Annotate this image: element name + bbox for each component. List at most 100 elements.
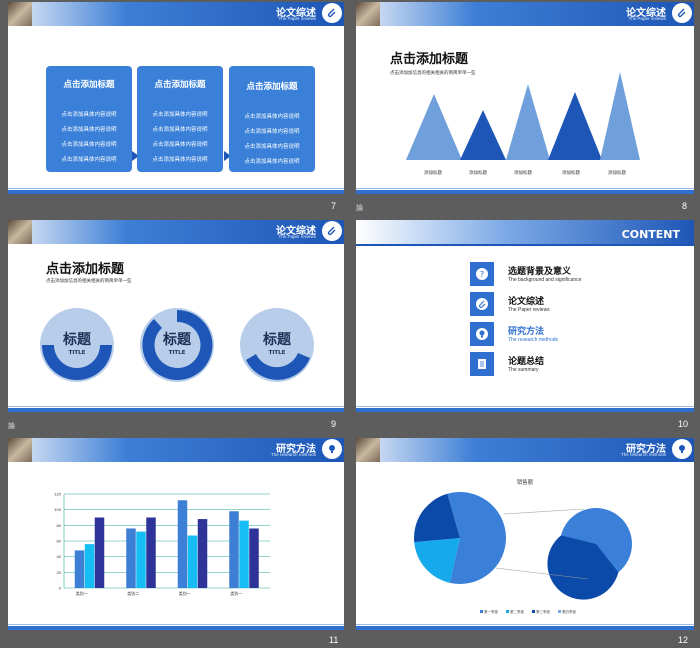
- triangle-5: [600, 72, 640, 160]
- toc-item-subtitle: The Paper reviews: [508, 307, 550, 313]
- slide-footer-bar: [8, 624, 344, 630]
- slide-footer-bar: [8, 406, 344, 412]
- bar: [94, 517, 105, 588]
- y-tick-label: 100: [54, 507, 61, 512]
- y-tick-label: 0: [59, 586, 62, 591]
- slide-7[interactable]: 论文综述 The Paper reviews 点击添加标题 点击添加具体内容说明…: [8, 2, 344, 194]
- content-box-1: 点击添加标题 点击添加具体内容说明 点击添加具体内容说明 点击添加具体内容说明 …: [46, 66, 132, 172]
- bar-chart: 0 20 40 60 80 100 120 类别一 类别二 类别一 类别一: [54, 492, 270, 596]
- box-line: 点击添加具体内容说明: [152, 157, 208, 163]
- legend-swatch: [558, 610, 561, 613]
- arrow-right-icon: [224, 151, 231, 161]
- paperclip-icon: [322, 221, 342, 241]
- lightbulb-icon: [322, 439, 342, 459]
- question-icon: ?: [470, 262, 494, 286]
- progress-circle-3: 标题 TITLE: [240, 308, 314, 382]
- slide-footer-bar: [356, 624, 694, 630]
- y-tick-label: 20: [57, 570, 62, 575]
- lightbulb-icon: [672, 439, 692, 459]
- page-number: 11: [329, 635, 339, 645]
- box-title: 点击添加标题: [154, 80, 206, 90]
- toc-item-title: 论题总结: [508, 357, 545, 367]
- circle-fill: [42, 345, 112, 380]
- bar: [146, 517, 156, 588]
- toc-item-title: 研究方法: [508, 327, 545, 337]
- arrow-right-icon: [132, 151, 139, 161]
- page-number: 8: [682, 201, 688, 211]
- header-photo: [8, 438, 32, 462]
- bar: [84, 544, 95, 588]
- secondary-pie-slice: [547, 535, 619, 600]
- y-tick-label: 40: [57, 554, 62, 559]
- header-title: 研究方法: [626, 444, 666, 455]
- y-tick-label: 80: [57, 523, 62, 528]
- paperclip-icon: [672, 3, 692, 23]
- document-icon: [470, 352, 494, 376]
- slide-12[interactable]: 研究方法 The research methods 销售额 第一季度 第二季度 第三季…: [356, 438, 694, 630]
- lightbulb-icon: [470, 322, 494, 346]
- content-header: CONTENT: [356, 220, 694, 244]
- box-title: 点击添加标题: [63, 80, 115, 90]
- triangle-2: [460, 110, 506, 160]
- bar: [126, 528, 136, 588]
- circle-title: 标题: [63, 332, 91, 348]
- header-subtitle: The Paper reviews: [278, 16, 316, 21]
- header-title: 论文综述: [276, 226, 316, 237]
- circle-subtitle: TITLE: [68, 350, 86, 356]
- page-number: 10: [678, 419, 689, 429]
- header-subtitle: The Paper reviews: [278, 234, 316, 239]
- toc-item-title: 选题背景及意义: [508, 267, 572, 277]
- circle-title: 标题: [263, 332, 291, 348]
- legend-label: 第三季度: [536, 609, 550, 614]
- svg-text:?: ?: [480, 270, 484, 279]
- header-divider: [356, 244, 694, 246]
- circle-fill: [142, 309, 213, 380]
- legend-label: 第一季度: [484, 609, 498, 614]
- header-subtitle: The research methods: [620, 452, 666, 457]
- slide-label: 論: [8, 422, 15, 430]
- circle-subtitle: TITLE: [168, 350, 186, 356]
- box-line: 点击添加具体内容说明: [152, 142, 208, 148]
- box-line: 点击添加具体内容说明: [61, 142, 117, 148]
- circle-title: 标题: [163, 332, 191, 348]
- bar: [197, 519, 208, 588]
- toc-item-subtitle: The background and significance: [508, 277, 582, 283]
- header-photo: [8, 220, 32, 244]
- slide-header: 研究方法 The research methods: [356, 438, 694, 462]
- paperclip-icon: [470, 292, 494, 316]
- slide-11[interactable]: 研究方法 The research methods 0 20 40 60 80 100 12…: [8, 438, 344, 630]
- triangle-label: 添加标题: [514, 171, 532, 176]
- box-line: 点击添加具体内容说明: [152, 127, 208, 133]
- header-photo: [356, 2, 380, 26]
- bar: [136, 531, 146, 588]
- header-photo: [356, 438, 380, 462]
- toc-item-title: 论文综述: [508, 297, 545, 307]
- triangle-label: 添加标题: [469, 171, 487, 176]
- box-title: 点击添加标题: [246, 82, 298, 92]
- y-tick-label: 60: [57, 539, 62, 544]
- slide-subtitle: 点击添加加信息的相关相关的简简单单一些: [390, 71, 476, 76]
- slide-8[interactable]: 论文综述 The Paper reviews 点击添加标题 点击添加加信息的相关…: [356, 2, 694, 194]
- pie-slice: [414, 493, 460, 543]
- legend-label: 第二季度: [510, 609, 524, 614]
- slide-label: 論: [356, 204, 363, 212]
- x-tick-label: 类别一: [76, 590, 88, 596]
- slide-10[interactable]: CONTENT ? 选题背景及意义 The background and sig…: [356, 220, 694, 412]
- slide-footer-bar: [356, 406, 694, 412]
- x-tick-label: 类别一: [230, 590, 242, 596]
- slide-footer-bar: [356, 188, 694, 194]
- legend-swatch: [480, 610, 483, 613]
- triangle-diagram: [406, 72, 640, 160]
- slide-9[interactable]: 论文综述 The Paper reviews 点击添加标题 点击添加加信息的相关…: [8, 220, 344, 412]
- page-number: 12: [678, 635, 689, 645]
- triangle-4: [548, 92, 602, 160]
- bar: [239, 520, 249, 588]
- slide-header: 论文综述 The Paper reviews: [8, 2, 344, 26]
- bar: [229, 511, 239, 588]
- content-box-3: 点击添加标题 点击添加具体内容说明 点击添加具体内容说明 点击添加具体内容说明 …: [229, 66, 315, 172]
- header-subtitle: The Paper reviews: [628, 16, 666, 21]
- toc-item-subtitle: The research methods: [508, 337, 559, 343]
- slide-footer-bar: [8, 188, 344, 194]
- box-line: 点击添加具体内容说明: [61, 127, 117, 133]
